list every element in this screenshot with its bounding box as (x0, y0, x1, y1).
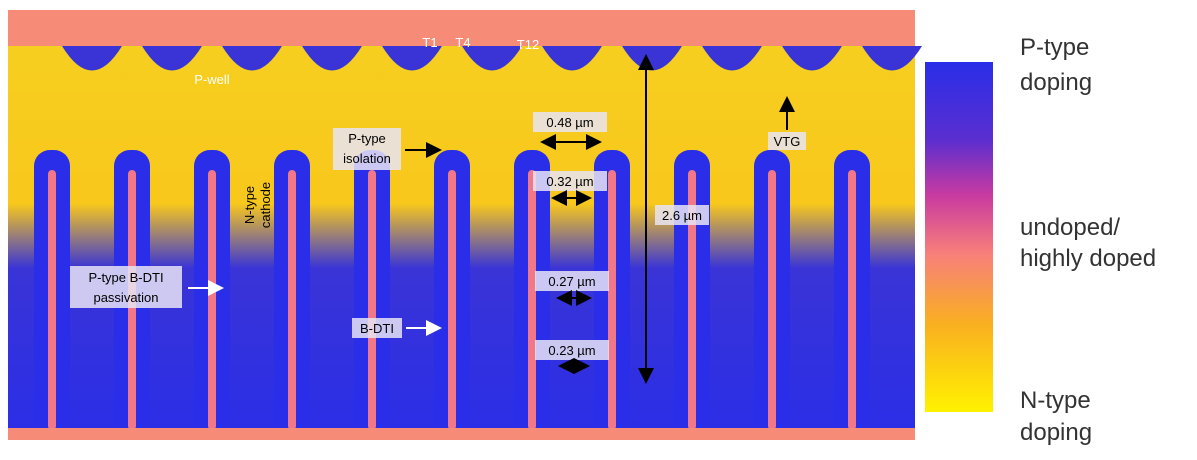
label: 0.48 µm (546, 115, 593, 130)
pillar-part (448, 170, 456, 430)
bottom-band (8, 428, 915, 440)
pillar-part (208, 170, 216, 430)
label: B-DTI (360, 321, 394, 336)
colorbar-label: N-type (1020, 387, 1091, 414)
label: T4 (455, 35, 470, 50)
pillar-part (48, 170, 56, 430)
colorbar-label: P-type (1020, 34, 1089, 61)
label: P-type B-DTI (88, 270, 163, 285)
pillar-part (368, 170, 376, 430)
label: T12 (517, 37, 539, 52)
figure: T1 T4 T12 P-well P-type isolation VTG N-… (0, 0, 1197, 460)
label: VTG (774, 134, 801, 149)
label: T1 (422, 35, 437, 50)
label: N-type (242, 186, 257, 224)
label: 0.27 µm (548, 274, 595, 289)
pillar-part (848, 170, 856, 430)
colorbar-label: undoped/ (1020, 214, 1120, 241)
colorbar (925, 62, 993, 412)
label: 0.32 µm (546, 174, 593, 189)
colorbar-label: highly doped (1020, 245, 1156, 272)
label: passivation (93, 290, 158, 305)
pillar-part (768, 170, 776, 430)
label: P-type (348, 131, 386, 146)
label: isolation (343, 151, 391, 166)
page: T1 T4 T12 P-well P-type isolation VTG N-… (0, 0, 1197, 460)
label: 2.6 µm (662, 208, 702, 223)
pillar-part (288, 170, 296, 430)
label: P-well (194, 72, 230, 87)
colorbar-label: doping (1020, 69, 1092, 96)
pillar-part (608, 170, 616, 430)
rotated-label: N-type cathode (242, 182, 273, 228)
colorbar-label: doping (1020, 419, 1092, 446)
label: 0.23 µm (548, 343, 595, 358)
pillar-part (528, 170, 536, 430)
label: cathode (258, 182, 273, 228)
